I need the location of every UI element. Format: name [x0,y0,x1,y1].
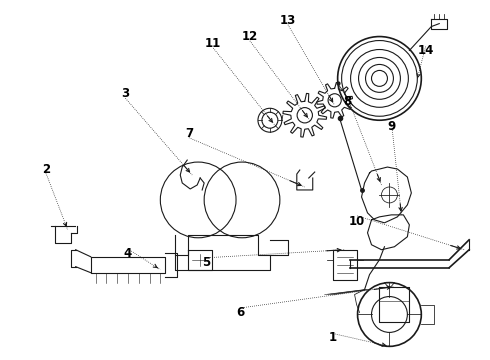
Text: 9: 9 [387,120,395,133]
Text: 5: 5 [202,256,210,269]
Text: 13: 13 [280,14,296,27]
Text: 12: 12 [242,30,258,43]
Text: 3: 3 [122,87,129,100]
Text: 14: 14 [417,44,434,57]
Text: 2: 2 [42,163,50,176]
Text: 1: 1 [329,331,337,344]
Text: 4: 4 [124,247,132,260]
Text: 11: 11 [205,37,221,50]
Text: 10: 10 [349,215,366,228]
Text: 6: 6 [236,306,244,319]
Text: 7: 7 [185,127,193,140]
Text: 8: 8 [343,95,352,108]
